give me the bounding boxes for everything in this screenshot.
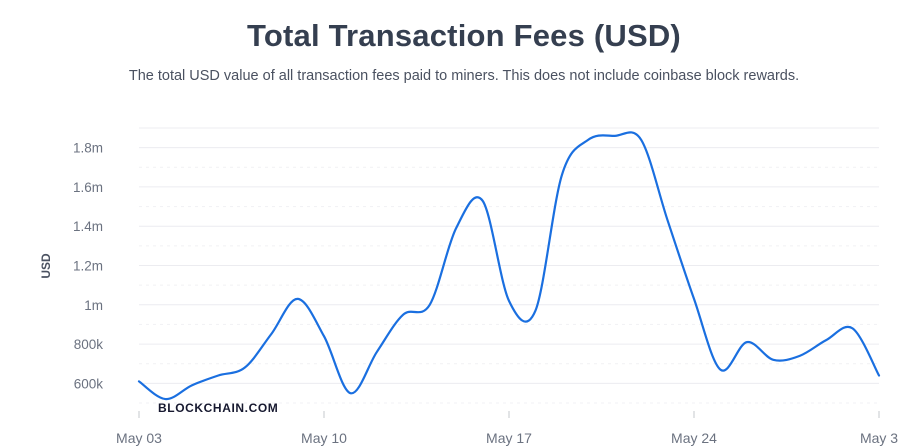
x-tick-label: May 3 [860, 430, 898, 446]
series-line [137, 131, 881, 401]
chart-subtitle: The total USD value of all transaction f… [128, 68, 800, 84]
chart-title: Total Transaction Fees (USD) [247, 18, 681, 53]
x-tick-label: May 03 [116, 430, 162, 446]
x-tick-label: May 24 [671, 430, 717, 446]
x-tick-label: May 17 [486, 430, 532, 446]
y-tick-label: 1.6m [73, 180, 103, 195]
y-tick-label: 600k [74, 376, 104, 391]
x-tick-label: May 10 [301, 430, 347, 446]
y-axis-label: USD [39, 253, 53, 279]
y-tick-label: 1.2m [73, 259, 103, 274]
y-tick-label: 1.4m [73, 219, 103, 234]
blockchain-logo: BLOCKCHAIN.COM [158, 401, 279, 415]
y-tick-label: 1.8m [73, 141, 103, 156]
y-tick-label: 1m [84, 298, 103, 313]
y-tick-label: 800k [74, 337, 104, 352]
